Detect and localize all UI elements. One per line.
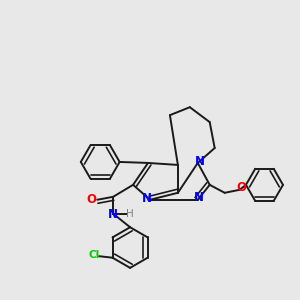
Text: O: O: [237, 181, 247, 194]
Text: N: N: [108, 208, 118, 221]
Text: N: N: [194, 191, 204, 204]
Text: H: H: [126, 209, 134, 219]
Text: N: N: [195, 154, 205, 168]
Text: Cl: Cl: [88, 250, 99, 260]
Text: O: O: [87, 193, 97, 206]
Text: N: N: [142, 192, 152, 205]
